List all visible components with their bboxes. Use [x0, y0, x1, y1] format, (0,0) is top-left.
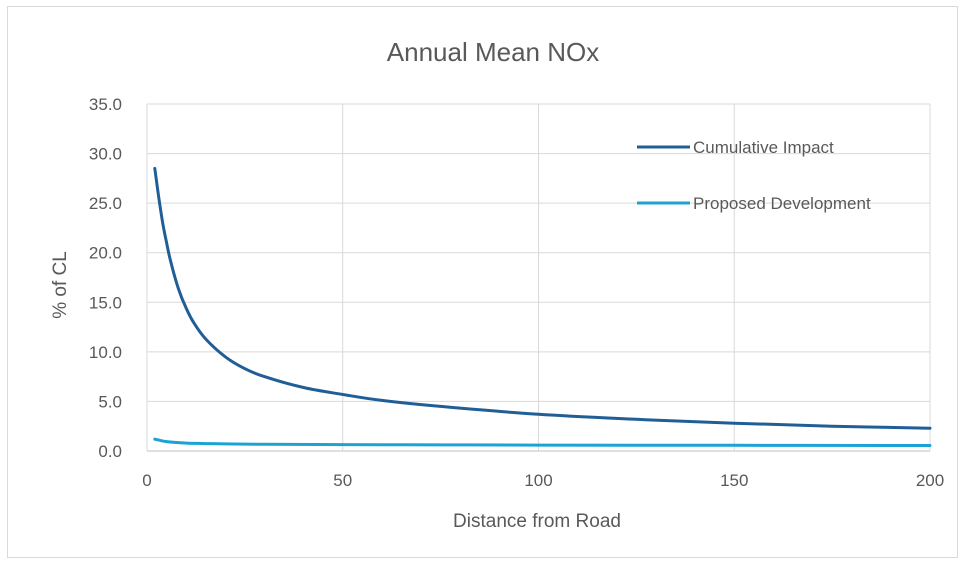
series-line-0 [153, 166, 932, 430]
x-axis-title: Distance from Road [453, 511, 621, 532]
chart-title: Annual Mean NOx [387, 37, 599, 67]
chart-frame [7, 6, 958, 558]
gridlines [146, 103, 931, 452]
legend: Cumulative Impact Proposed Development [637, 138, 871, 213]
legend-label-1: Proposed Development [693, 194, 871, 213]
x-tick-label: 0 [142, 471, 151, 490]
series-lines [153, 166, 932, 447]
x-tick-label: 150 [720, 471, 748, 490]
y-tick-label: 35.0 [89, 95, 122, 114]
y-tick-label: 20.0 [89, 244, 122, 263]
y-tick-label: 30.0 [89, 145, 122, 164]
x-tick-label: 200 [916, 471, 944, 490]
x-tick-label: 100 [524, 471, 552, 490]
y-axis-title: % of CL [50, 251, 71, 319]
x-tick-label: 50 [333, 471, 352, 490]
legend-label-0: Cumulative Impact [693, 138, 834, 157]
y-tick-label: 0.0 [98, 442, 122, 461]
y-tick-label: 25.0 [89, 194, 122, 213]
y-tick-label: 5.0 [98, 392, 122, 411]
series-line-1 [153, 437, 932, 447]
y-axis-ticks: 0.0 5.0 10.0 15.0 20.0 25.0 30.0 35.0 [89, 95, 122, 461]
y-tick-label: 10.0 [89, 343, 122, 362]
y-tick-label: 15.0 [89, 293, 122, 312]
x-axis-ticks: 0 50 100 150 200 [142, 471, 944, 490]
